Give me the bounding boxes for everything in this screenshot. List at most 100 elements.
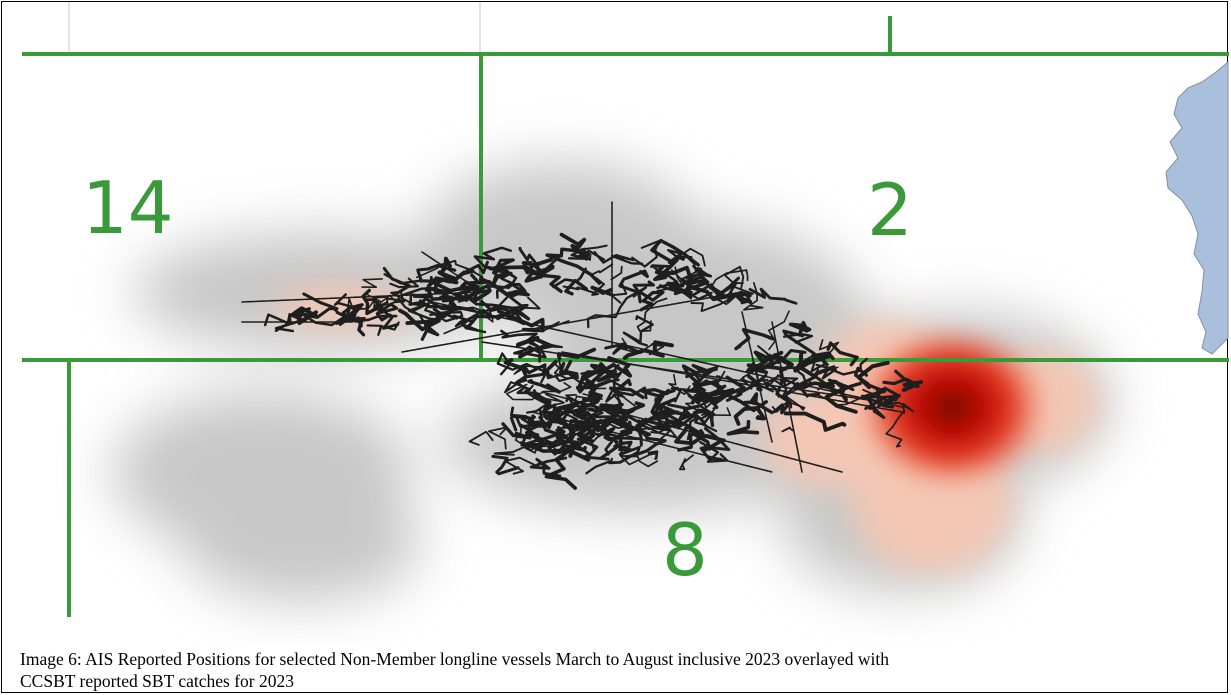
vessel-track — [486, 265, 510, 287]
vessel-track — [879, 397, 914, 414]
vessel-track — [733, 406, 767, 426]
vessel-track — [363, 298, 400, 330]
vessel-track — [781, 426, 795, 433]
vessel-track — [487, 426, 508, 450]
vessel-track — [580, 244, 608, 261]
vessel-track — [536, 420, 560, 443]
vessel-track — [473, 246, 512, 269]
vessel-track — [557, 417, 576, 430]
vessel-track — [583, 453, 610, 461]
vessel-track — [427, 270, 467, 288]
vessel-track — [515, 335, 554, 359]
vessel-track — [685, 269, 713, 280]
vessel-transit-track — [541, 391, 843, 473]
vessel-track — [383, 273, 423, 285]
vessel-track — [815, 357, 868, 380]
vessel-track — [509, 414, 532, 432]
vessel-track — [604, 437, 633, 456]
vessel-track — [361, 278, 383, 288]
vessel-transit-track — [241, 291, 483, 303]
vessel-track — [397, 297, 427, 326]
vessel-track — [715, 370, 726, 383]
vessel-track — [346, 297, 376, 311]
vessel-track — [491, 454, 520, 476]
vessel-track — [578, 397, 601, 411]
vessel-track — [686, 417, 718, 441]
vessel-track — [667, 403, 702, 430]
vessel-track — [617, 337, 665, 356]
vessel-track — [492, 265, 544, 283]
vessel-track — [431, 275, 465, 295]
vessel-track — [515, 363, 547, 385]
vessel-track — [521, 261, 547, 277]
vessel-track — [564, 278, 588, 296]
vessel-track — [649, 264, 679, 290]
vessel-track — [734, 328, 776, 351]
vessel-track — [562, 276, 606, 296]
vessel-track — [439, 293, 474, 306]
vessel-track — [366, 321, 400, 336]
vessel-track — [533, 392, 562, 417]
vessel-track — [591, 263, 614, 276]
vessel-transit-track — [771, 321, 803, 473]
vessel-track — [439, 256, 452, 274]
vessel-transit-track — [531, 411, 773, 473]
vessel-track — [513, 345, 547, 363]
vessel-track — [885, 409, 906, 448]
vessel-transit-track — [401, 291, 743, 353]
vessel-track — [818, 380, 862, 394]
vessel-track — [554, 447, 591, 462]
vessel-track — [624, 269, 649, 281]
area-label-14: 14 — [82, 166, 174, 250]
vessel-tracks-layer — [241, 201, 923, 490]
vessel-track — [679, 287, 713, 301]
vessel-track — [443, 315, 476, 335]
vessel-transit-track — [561, 351, 903, 413]
vessel-track — [424, 300, 464, 323]
vessel-track — [882, 369, 907, 386]
vessel-track — [788, 320, 812, 335]
vessel-track — [501, 422, 532, 440]
vessel-track — [793, 350, 829, 373]
vessel-track — [529, 456, 568, 478]
vessel-track — [692, 282, 725, 296]
vessel-track — [655, 408, 673, 428]
vessel-track — [748, 287, 798, 305]
vessel-track — [605, 389, 624, 403]
vessel-track — [826, 341, 859, 367]
vessel-track — [659, 264, 707, 294]
vessel-track — [274, 310, 345, 333]
vessel-track — [782, 329, 816, 356]
vessel-track — [901, 377, 923, 392]
vessel-track — [581, 370, 612, 389]
vessel-track — [331, 293, 352, 316]
vessel-track — [564, 406, 592, 432]
vessel-track — [288, 313, 307, 323]
vessel-track — [575, 415, 614, 433]
vessel-track — [558, 359, 579, 376]
vessel-track — [726, 291, 741, 304]
vessel-track — [637, 289, 665, 312]
catch-density-peak — [852, 322, 1052, 492]
vessel-track — [416, 263, 444, 279]
vessel-track — [356, 316, 366, 337]
vessel-track — [263, 312, 292, 333]
vessel-track — [650, 410, 686, 426]
vessel-track — [612, 393, 636, 407]
vessel-track — [745, 348, 807, 373]
vessel-track — [733, 293, 753, 305]
vessel-track — [599, 440, 633, 460]
vessel-transit-track — [421, 251, 483, 293]
vessel-track — [459, 260, 489, 276]
vessel-track — [507, 282, 530, 308]
vessel-track — [753, 350, 784, 363]
vessel-track — [585, 457, 613, 475]
vessel-track — [493, 441, 542, 456]
vessel-track — [580, 368, 623, 394]
vessel-transit-track — [481, 341, 883, 403]
vessel-track — [610, 265, 623, 281]
vessel-track — [593, 250, 644, 265]
vessel-track — [810, 351, 835, 367]
graticule — [68, 2, 481, 52]
